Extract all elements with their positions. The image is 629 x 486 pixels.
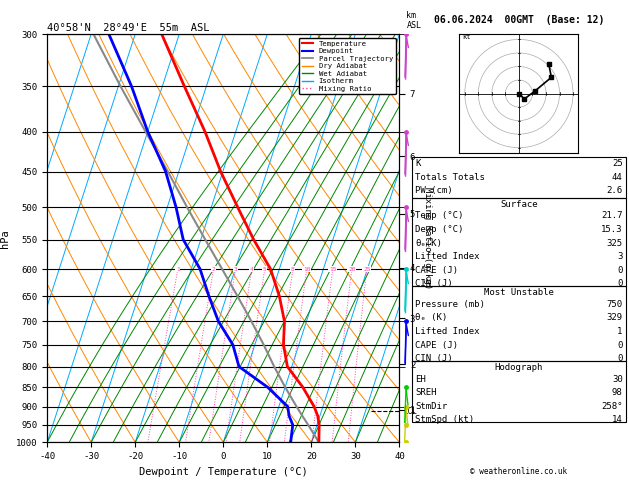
Text: Totals Totals: Totals Totals <box>415 173 485 182</box>
Text: 20: 20 <box>348 266 355 272</box>
Y-axis label: hPa: hPa <box>1 229 11 247</box>
Text: 10: 10 <box>303 266 311 272</box>
Text: LCL: LCL <box>403 406 417 416</box>
Text: EH: EH <box>415 375 426 383</box>
Text: Temp (°C): Temp (°C) <box>415 211 464 220</box>
Text: 4: 4 <box>250 266 253 272</box>
Text: 44: 44 <box>612 173 623 182</box>
Text: 25: 25 <box>612 159 623 168</box>
Text: 15.3: 15.3 <box>601 225 623 234</box>
Text: 3: 3 <box>617 252 623 261</box>
Text: CIN (J): CIN (J) <box>415 354 453 363</box>
Text: 40°58'N  28°49'E  55m  ASL: 40°58'N 28°49'E 55m ASL <box>47 23 209 33</box>
Text: 0: 0 <box>617 279 623 288</box>
Text: StmSpd (kt): StmSpd (kt) <box>415 416 474 424</box>
Text: 06.06.2024  00GMT  (Base: 12): 06.06.2024 00GMT (Base: 12) <box>434 15 604 25</box>
Text: 98: 98 <box>612 388 623 397</box>
Text: PW (cm): PW (cm) <box>415 186 453 195</box>
Text: 0: 0 <box>617 341 623 349</box>
Text: CIN (J): CIN (J) <box>415 279 453 288</box>
Text: 2.6: 2.6 <box>606 186 623 195</box>
Text: Most Unstable: Most Unstable <box>484 288 554 297</box>
Text: kt: kt <box>462 35 470 40</box>
Text: km
ASL: km ASL <box>406 11 421 30</box>
Text: 15: 15 <box>329 266 337 272</box>
Text: 0: 0 <box>617 354 623 363</box>
Text: CAPE (J): CAPE (J) <box>415 341 458 349</box>
Text: Hodograph: Hodograph <box>495 363 543 372</box>
Text: 1: 1 <box>617 327 623 336</box>
Y-axis label: Mixing Ratio (g/kg): Mixing Ratio (g/kg) <box>423 187 432 289</box>
Text: 30: 30 <box>612 375 623 383</box>
Text: StmDir: StmDir <box>415 402 447 411</box>
Text: 0: 0 <box>617 266 623 275</box>
Text: 5: 5 <box>263 266 267 272</box>
Text: Lifted Index: Lifted Index <box>415 327 480 336</box>
Text: 2: 2 <box>211 266 215 272</box>
Text: Lifted Index: Lifted Index <box>415 252 480 261</box>
Text: 329: 329 <box>606 313 623 322</box>
Text: 14: 14 <box>612 416 623 424</box>
Text: 325: 325 <box>606 239 623 247</box>
Text: K: K <box>415 159 421 168</box>
Text: Surface: Surface <box>500 200 538 209</box>
Text: SREH: SREH <box>415 388 437 397</box>
Text: CAPE (J): CAPE (J) <box>415 266 458 275</box>
Text: 3: 3 <box>233 266 237 272</box>
Text: 1: 1 <box>176 266 180 272</box>
X-axis label: Dewpoint / Temperature (°C): Dewpoint / Temperature (°C) <box>139 467 308 477</box>
Text: 25: 25 <box>363 266 370 272</box>
Text: θₑ(K): θₑ(K) <box>415 239 442 247</box>
Text: © weatheronline.co.uk: © weatheronline.co.uk <box>470 467 567 476</box>
Text: 8: 8 <box>291 266 295 272</box>
Text: Pressure (mb): Pressure (mb) <box>415 300 485 309</box>
Text: 258°: 258° <box>601 402 623 411</box>
Text: θₑ (K): θₑ (K) <box>415 313 447 322</box>
Text: Dewp (°C): Dewp (°C) <box>415 225 464 234</box>
Text: 21.7: 21.7 <box>601 211 623 220</box>
Text: 750: 750 <box>606 300 623 309</box>
Legend: Temperature, Dewpoint, Parcel Trajectory, Dry Adiabat, Wet Adiabat, Isotherm, Mi: Temperature, Dewpoint, Parcel Trajectory… <box>299 37 396 94</box>
